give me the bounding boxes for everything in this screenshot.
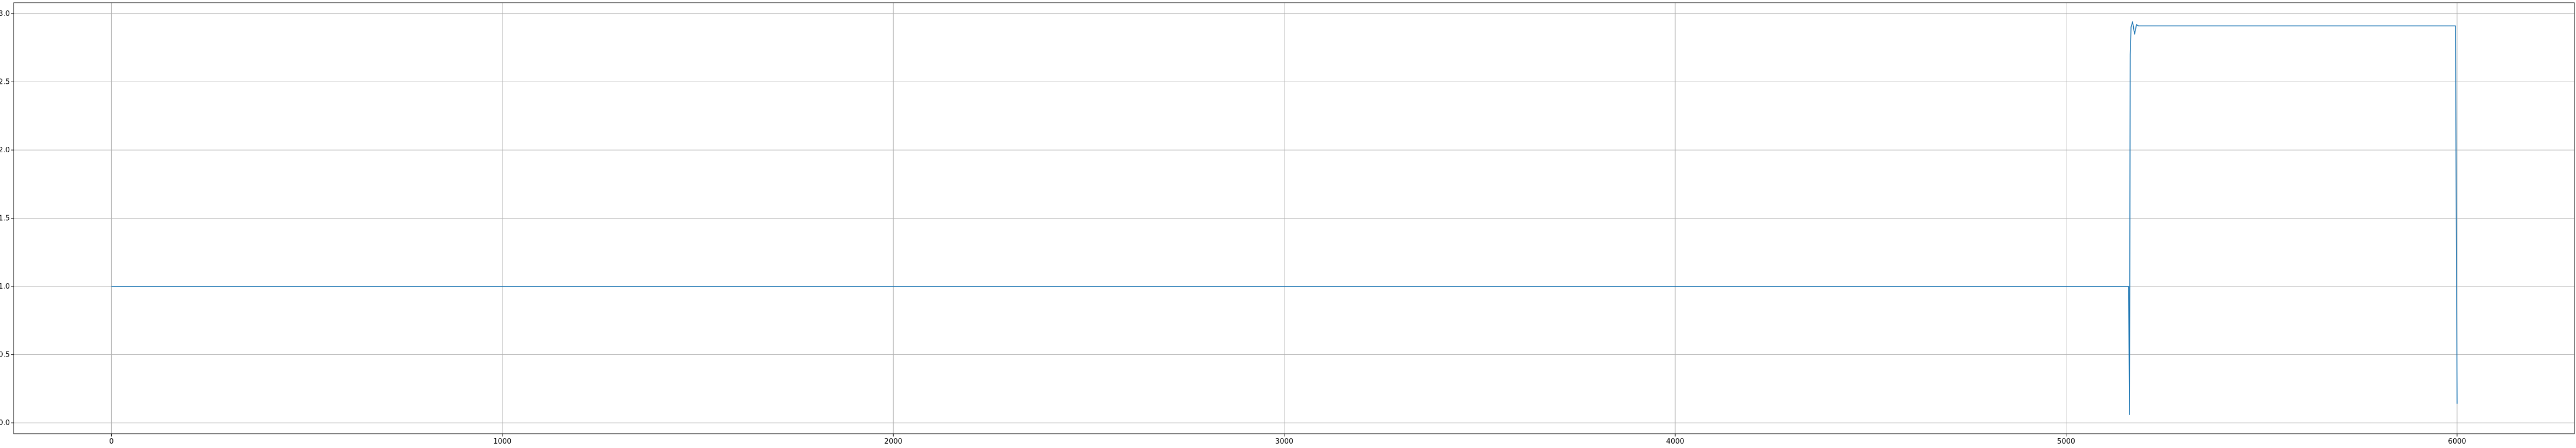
- y-tick-label: 2.5: [0, 78, 10, 86]
- x-tick-label: 1000: [493, 438, 511, 445]
- y-tick-label: 2.0: [0, 146, 10, 154]
- x-tick-label: 5000: [2057, 438, 2075, 445]
- plot-frame: [13, 2, 2575, 434]
- x-tick-label: 3000: [1275, 438, 1293, 445]
- series-layer: [111, 21, 2458, 415]
- y-tick-label: 0.5: [0, 351, 10, 359]
- x-tick-label: 0: [109, 438, 113, 445]
- grid: [14, 3, 2574, 434]
- y-tick-label: 1.5: [0, 215, 10, 223]
- series-line: [111, 21, 2458, 415]
- y-tick-label: 0.0: [0, 419, 10, 427]
- y-tick-label: 1.0: [0, 283, 10, 291]
- x-tick-label: 4000: [1666, 438, 1684, 445]
- x-tick-label: 2000: [884, 438, 903, 445]
- y-tick-label: 3.0: [0, 10, 10, 18]
- x-tick-label: 6000: [2448, 438, 2466, 445]
